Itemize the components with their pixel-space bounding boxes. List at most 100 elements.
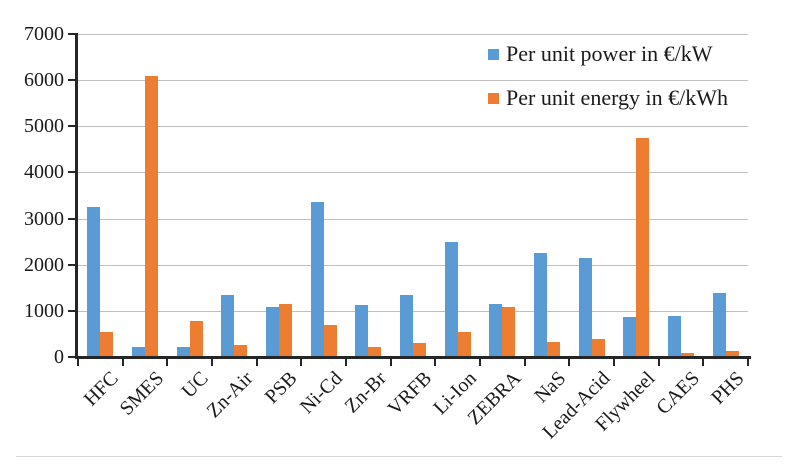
- bar: [547, 341, 561, 357]
- x-axis-tick: [77, 359, 79, 366]
- bar: [368, 346, 382, 357]
- y-axis-line: [75, 33, 78, 359]
- y-tick-label: 4000: [24, 161, 64, 184]
- bar: [725, 351, 739, 357]
- y-axis-tick: [68, 171, 76, 174]
- legend-row-energy: Per unit energy in €/kWh: [488, 84, 728, 112]
- y-axis-tick: [68, 263, 76, 266]
- y-axis-tick: [68, 217, 76, 220]
- y-tick-label: 7000: [24, 23, 64, 45]
- x-axis-line: [75, 356, 751, 359]
- y-tick-label: 5000: [24, 115, 64, 138]
- x-axis-tick: [121, 359, 124, 366]
- gridline-4000: [78, 172, 748, 174]
- bar: [323, 325, 337, 357]
- bar: [279, 303, 293, 357]
- bar: [413, 343, 427, 357]
- legend-swatch-energy: [488, 92, 499, 104]
- bar: [145, 75, 158, 357]
- x-axis-tick: [255, 359, 258, 366]
- bar: [221, 294, 235, 357]
- y-tick-label: 1000: [24, 299, 64, 322]
- bar-group-Lead-Acid: [569, 34, 614, 357]
- page-bottom-rule: [16, 456, 782, 457]
- bar: [132, 346, 145, 357]
- y-tick-label: 2000: [24, 253, 64, 276]
- x-axis-tick: [389, 359, 392, 366]
- x-axis-tick: [479, 359, 481, 366]
- x-category-label: PHS: [707, 367, 749, 409]
- y-tick-label: 6000: [24, 69, 64, 92]
- gridline-5000: [78, 126, 748, 128]
- y-tick-label: 3000: [24, 207, 64, 230]
- bar: [591, 338, 605, 357]
- bar: [578, 257, 592, 357]
- bar: [502, 306, 516, 357]
- bar: [712, 292, 726, 357]
- bar: [636, 137, 650, 357]
- x-category-label: NaS: [529, 367, 570, 408]
- gridline-2000: [78, 264, 748, 266]
- bar-group-Ni-Cd: [301, 34, 346, 357]
- y-axis-tick: [68, 309, 76, 312]
- bar-group-SMES: [123, 34, 168, 357]
- x-axis-tick: [300, 359, 303, 366]
- bar: [623, 316, 637, 357]
- x-axis-tick: [345, 359, 347, 366]
- bar: [400, 294, 414, 357]
- x-axis-tick: [211, 359, 213, 366]
- gridline-6000: [78, 80, 748, 82]
- bar: [266, 307, 280, 357]
- x-axis-tick: [747, 359, 749, 366]
- x-category-label: SMES: [115, 367, 168, 420]
- legend-label-power: Per unit power in €/kW: [506, 41, 713, 66]
- bar: [310, 202, 324, 357]
- y-axis-tick: [68, 125, 76, 128]
- bar: [444, 241, 458, 357]
- bar: [87, 207, 101, 357]
- bar: [176, 346, 190, 357]
- legend-label-energy: Per unit energy in €/kWh: [506, 85, 728, 110]
- bar: [489, 303, 503, 357]
- gridline-3000: [78, 218, 748, 220]
- x-category-label: Zn-Air: [202, 367, 258, 423]
- bar-group-HFC: [78, 34, 123, 357]
- bar-group-PSB: [257, 34, 302, 357]
- legend-swatch-power: [488, 48, 499, 60]
- x-category-label: CAES: [652, 367, 704, 420]
- x-axis-tick: [657, 359, 660, 366]
- bar-group-Zn-Air: [212, 34, 257, 357]
- x-axis-tick: [523, 359, 526, 366]
- x-axis-tick: [702, 359, 705, 366]
- bar-group-Zn-Br: [346, 34, 391, 357]
- x-axis-tick: [434, 359, 437, 366]
- bar: [534, 253, 548, 357]
- x-axis-tick: [613, 359, 615, 366]
- legend-row-power: Per unit power in €/kW: [488, 40, 713, 68]
- bar: [189, 321, 203, 357]
- bar-group-VRFB: [391, 34, 436, 357]
- bar-group-ZEBRA: [480, 34, 525, 357]
- y-tick-label: 0: [54, 346, 64, 368]
- x-category-label: UC: [177, 367, 213, 403]
- bar-group-CAES: [659, 34, 704, 357]
- bar-group-UC: [167, 34, 212, 357]
- bar-group-PHS: [703, 34, 748, 357]
- x-axis-tick: [166, 359, 169, 366]
- bar-group-Li-Ion: [435, 34, 480, 357]
- x-category-label: VRFB: [383, 367, 436, 420]
- x-axis-tick: [568, 359, 571, 366]
- bar: [100, 331, 114, 357]
- bar: [457, 331, 471, 357]
- bar: [668, 315, 682, 357]
- x-category-label: Zn-Br: [341, 367, 392, 418]
- y-axis-tick: [68, 356, 76, 358]
- bar: [234, 344, 248, 357]
- plot-area: Per unit power in €/kW Per unit energy i…: [78, 34, 748, 357]
- bar-group-Flywheel: [614, 34, 659, 357]
- gridline-7000: [78, 34, 748, 35]
- y-axis-tick: [68, 79, 76, 82]
- bar-groups: [78, 34, 748, 357]
- bar: [681, 353, 695, 357]
